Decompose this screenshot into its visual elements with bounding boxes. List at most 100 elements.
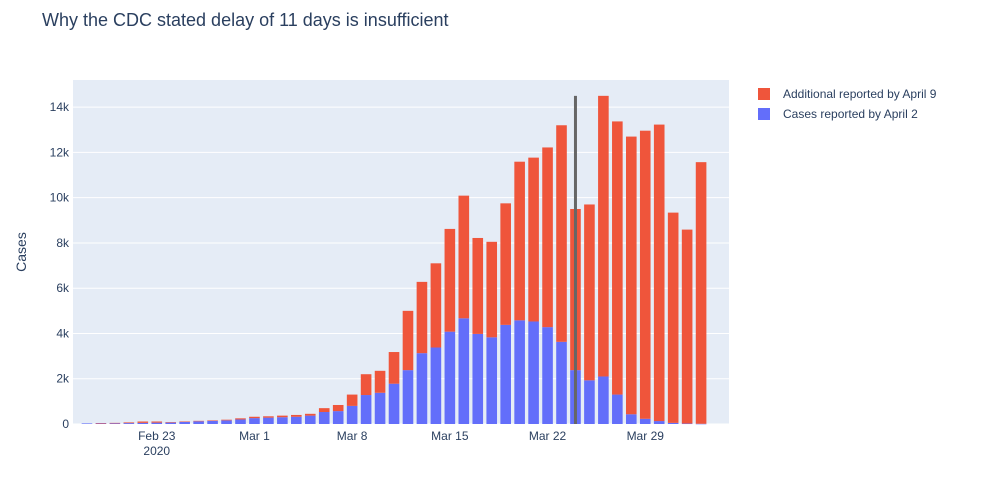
bar-segment[interactable] bbox=[137, 422, 149, 424]
bar-segment[interactable] bbox=[625, 136, 637, 415]
bar-segment[interactable] bbox=[556, 125, 567, 342]
bar-segment[interactable] bbox=[388, 352, 400, 384]
bar-segment[interactable] bbox=[123, 422, 135, 424]
bar-segment[interactable] bbox=[221, 420, 232, 424]
bar-segment[interactable] bbox=[277, 417, 288, 424]
bar-segment[interactable] bbox=[388, 383, 400, 424]
bar-segment[interactable] bbox=[318, 412, 330, 424]
bar-segment[interactable] bbox=[416, 353, 428, 424]
bar-segment[interactable] bbox=[249, 418, 260, 424]
bar-segment[interactable] bbox=[291, 416, 302, 424]
bar-segment[interactable] bbox=[681, 423, 693, 425]
bars[interactable] bbox=[81, 95, 707, 425]
bar-segment[interactable] bbox=[667, 422, 679, 424]
bar-segment[interactable] bbox=[639, 130, 651, 419]
bar-segment[interactable] bbox=[151, 421, 163, 423]
bar-segment[interactable] bbox=[472, 237, 484, 334]
bar-segment[interactable] bbox=[221, 419, 232, 421]
bar-segment[interactable] bbox=[556, 341, 567, 424]
bar-segment[interactable] bbox=[598, 95, 609, 377]
x-tick-label: Mar 22 bbox=[529, 429, 567, 443]
bar-segment[interactable] bbox=[360, 395, 372, 424]
legend-item[interactable]: Cases reported by April 2 bbox=[758, 107, 918, 121]
bar-segment[interactable] bbox=[304, 415, 316, 424]
bar-segment[interactable] bbox=[249, 416, 260, 419]
bar-segment[interactable] bbox=[193, 421, 204, 424]
bar-segment[interactable] bbox=[207, 420, 218, 421]
bar-segment[interactable] bbox=[542, 147, 553, 328]
bar-segment[interactable] bbox=[263, 417, 274, 424]
bar-segment[interactable] bbox=[653, 124, 665, 422]
bar-segment[interactable] bbox=[528, 321, 539, 424]
bar-segment[interactable] bbox=[444, 331, 456, 424]
bar-segment[interactable] bbox=[416, 281, 428, 354]
bar-segment[interactable] bbox=[263, 416, 274, 418]
legend[interactable]: Additional reported by April 9 Cases repo… bbox=[758, 87, 937, 121]
bar-segment[interactable] bbox=[486, 241, 498, 338]
bar-segment[interactable] bbox=[109, 422, 121, 424]
bar-segment[interactable] bbox=[639, 418, 651, 424]
bar-segment[interactable] bbox=[235, 418, 246, 420]
bar-segment[interactable] bbox=[500, 324, 511, 424]
bar-segment[interactable] bbox=[137, 421, 149, 423]
legend-label: Additional reported by April 9 bbox=[783, 87, 937, 101]
bar-segment[interactable] bbox=[332, 411, 344, 424]
y-tick-label: 8k bbox=[56, 236, 70, 250]
bar-segment[interactable] bbox=[346, 394, 358, 406]
bar-segment[interactable] bbox=[374, 370, 386, 393]
legend-swatch bbox=[758, 108, 770, 120]
bar-segment[interactable] bbox=[695, 162, 707, 424]
bar-segment[interactable] bbox=[291, 414, 302, 417]
bar-segment[interactable] bbox=[584, 380, 595, 424]
y-tick-label: 0 bbox=[62, 417, 69, 431]
bar-segment[interactable] bbox=[612, 121, 623, 395]
bar-segment[interactable] bbox=[528, 157, 539, 322]
bar-segment[interactable] bbox=[402, 310, 414, 371]
bar-segment[interactable] bbox=[318, 408, 330, 413]
bar-segment[interactable] bbox=[514, 161, 525, 321]
bar-segment[interactable] bbox=[207, 420, 218, 424]
bar-segment[interactable] bbox=[458, 195, 470, 319]
bar-segment[interactable] bbox=[472, 333, 484, 424]
bar-segment[interactable] bbox=[598, 376, 609, 424]
bar-segment[interactable] bbox=[346, 405, 358, 424]
bar-segment[interactable] bbox=[81, 423, 93, 424]
bar-segment[interactable] bbox=[374, 392, 386, 424]
bar-segment[interactable] bbox=[500, 203, 511, 325]
bar-segment[interactable] bbox=[360, 374, 372, 396]
bar-segment[interactable] bbox=[95, 423, 107, 424]
bar-segment[interactable] bbox=[653, 421, 665, 424]
bar-segment[interactable] bbox=[695, 423, 707, 425]
bar-segment[interactable] bbox=[179, 421, 190, 423]
y-tick-label: 4k bbox=[56, 326, 70, 340]
bar-segment[interactable] bbox=[542, 327, 553, 424]
bar-segment[interactable] bbox=[277, 415, 288, 418]
bar-segment[interactable] bbox=[667, 212, 679, 423]
bar-segment[interactable] bbox=[584, 204, 595, 381]
bar-segment[interactable] bbox=[486, 337, 498, 424]
bar-segment[interactable] bbox=[430, 347, 442, 424]
bar-segment[interactable] bbox=[612, 394, 623, 424]
bar-segment[interactable] bbox=[444, 228, 456, 332]
bar-segment[interactable] bbox=[165, 422, 177, 424]
bar-segment[interactable] bbox=[681, 229, 693, 424]
bar-segment[interactable] bbox=[109, 423, 121, 424]
bar-segment[interactable] bbox=[514, 320, 525, 424]
bar-segment[interactable] bbox=[430, 263, 442, 348]
bar-segment[interactable] bbox=[402, 370, 414, 424]
bar-segment[interactable] bbox=[123, 423, 135, 424]
bar-segment[interactable] bbox=[235, 419, 246, 424]
bar-segment[interactable] bbox=[165, 422, 177, 423]
x-tick-label: Mar 29 bbox=[627, 429, 665, 443]
bar-segment[interactable] bbox=[179, 421, 190, 424]
bar-segment[interactable] bbox=[151, 422, 163, 424]
bar-segment[interactable] bbox=[193, 420, 204, 422]
bar-segment[interactable] bbox=[95, 423, 107, 424]
bar-segment[interactable] bbox=[332, 404, 344, 412]
x-tick-label: Mar 8 bbox=[337, 429, 368, 443]
bar-segment[interactable] bbox=[458, 318, 470, 424]
bar-segment[interactable] bbox=[625, 414, 637, 424]
legend-item[interactable]: Additional reported by April 9 bbox=[758, 87, 937, 101]
bar-segment[interactable] bbox=[304, 413, 316, 416]
y-axis-label: Cases bbox=[13, 232, 29, 272]
